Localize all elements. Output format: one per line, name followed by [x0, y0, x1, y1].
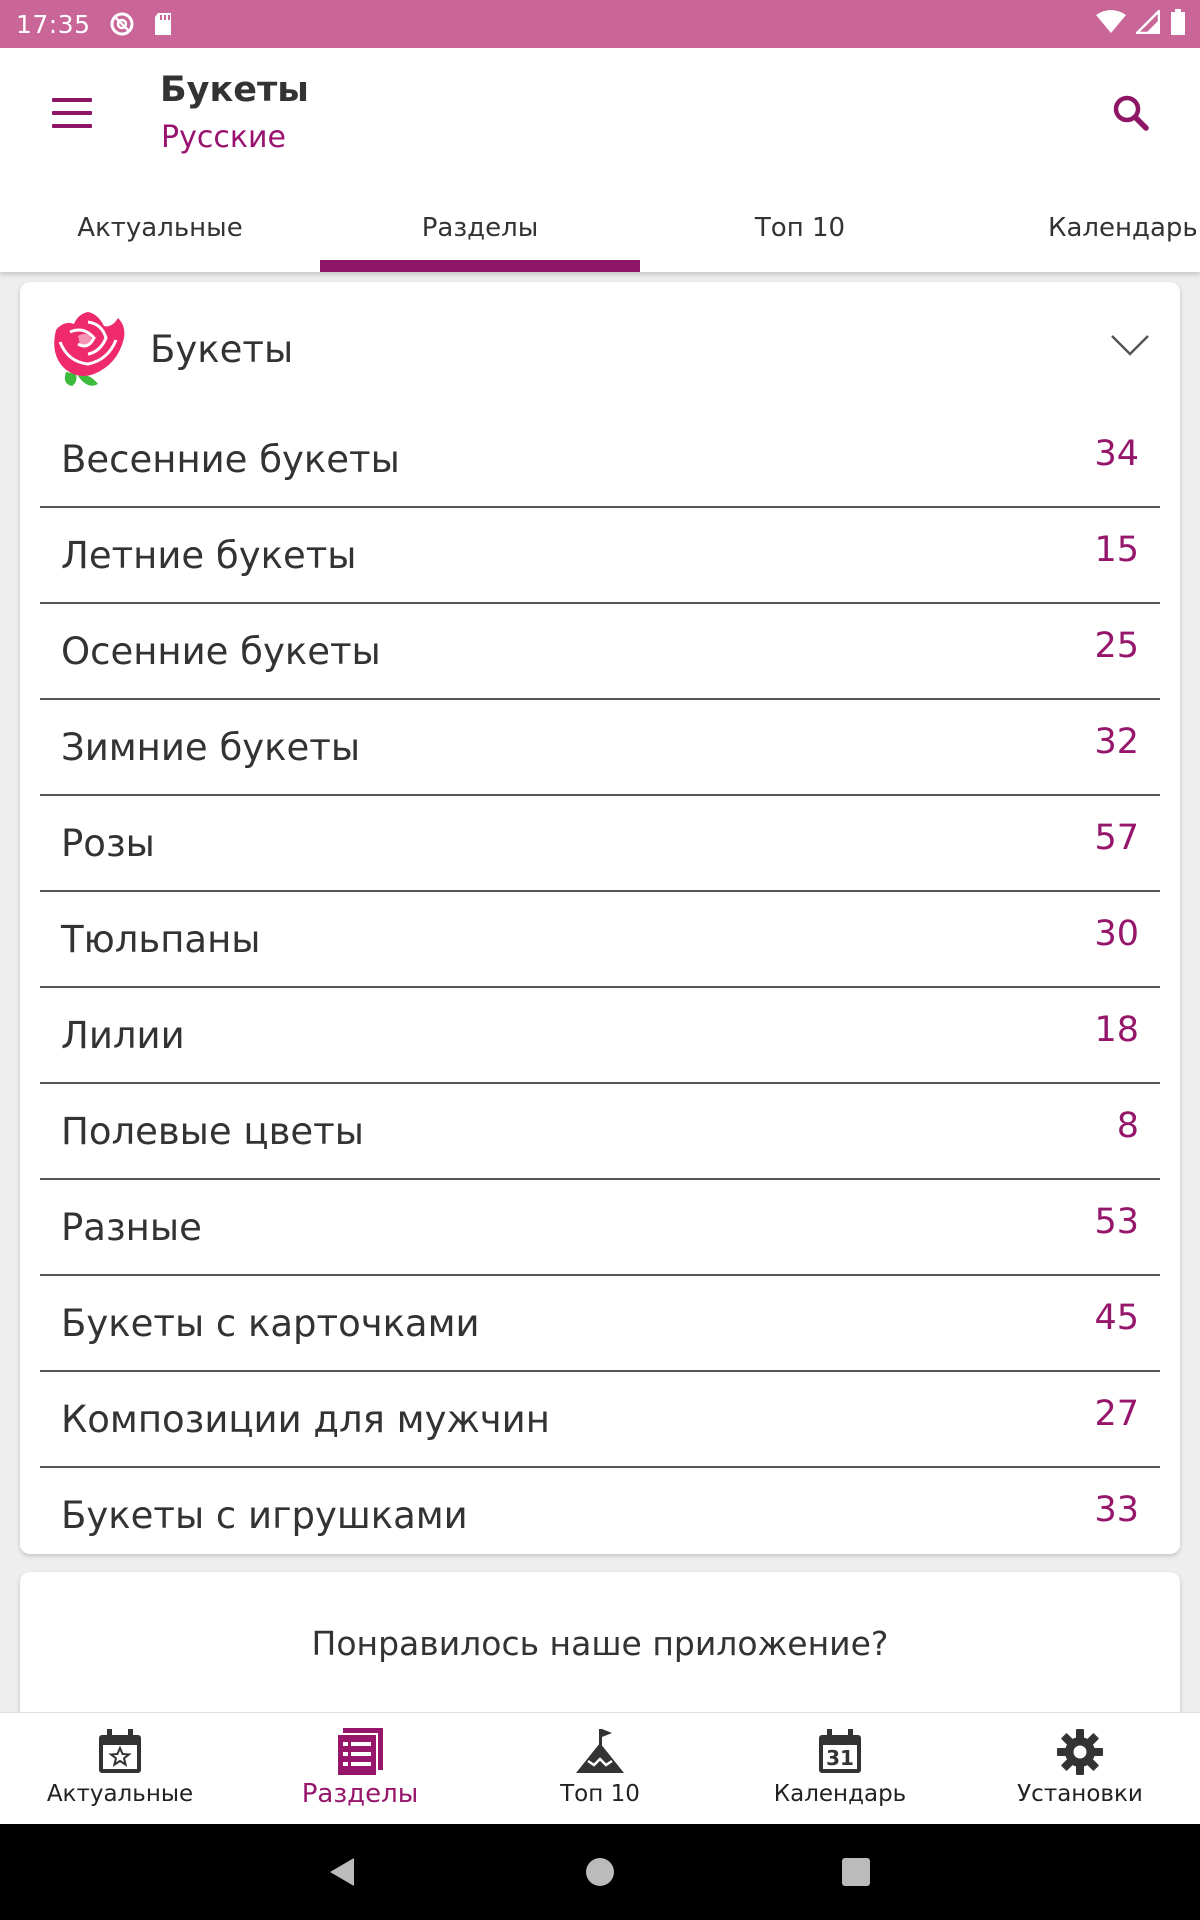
- list-item-label: Букеты с игрушками: [61, 1494, 468, 1537]
- list-item[interactable]: Букеты с игрушками 33: [40, 1468, 1160, 1562]
- list-item[interactable]: Розы 57: [40, 796, 1160, 892]
- menu-icon[interactable]: [52, 98, 92, 130]
- gear-icon: [1053, 1727, 1107, 1777]
- list-item[interactable]: Полевые цветы 8: [40, 1084, 1160, 1180]
- list-item[interactable]: Тюльпаны 30: [40, 892, 1160, 988]
- section-header[interactable]: Букеты: [20, 282, 1180, 412]
- recents-icon[interactable]: [832, 1848, 880, 1896]
- chevron-down-icon[interactable]: [1110, 332, 1150, 360]
- page-title: Букеты: [160, 70, 309, 110]
- tab-sections[interactable]: Разделы: [421, 213, 539, 243]
- list-item-label: Розы: [61, 822, 155, 865]
- list-item-label: Композиции для мужчин: [61, 1398, 550, 1441]
- list-item-label: Разные: [61, 1206, 202, 1249]
- list-item-count: 18: [1094, 1010, 1139, 1050]
- bottom-nav-label: Установки: [1017, 1781, 1143, 1807]
- calendar-star-icon: [93, 1727, 147, 1777]
- list-item[interactable]: Весенние букеты 34: [40, 412, 1160, 508]
- bottom-nav-label: Календарь: [773, 1781, 907, 1807]
- app-bar: Букеты Русские: [0, 48, 1200, 184]
- list-item[interactable]: Осенние букеты 25: [40, 604, 1160, 700]
- bottom-nav-actual[interactable]: Актуальные: [0, 1713, 240, 1825]
- bottom-nav-label: Топ 10: [560, 1781, 640, 1807]
- list-item-label: Полевые цветы: [61, 1110, 364, 1153]
- list-item[interactable]: Разные 53: [40, 1180, 1160, 1276]
- battery-icon: [1170, 9, 1186, 39]
- section-card: Букеты Весенние букеты 34 Летние букеты 15…: [20, 282, 1180, 1554]
- bottom-nav-top10[interactable]: Топ 10: [480, 1713, 720, 1825]
- rose-icon: [48, 310, 130, 392]
- cell-signal-icon: [1133, 7, 1161, 38]
- list-item-count: 15: [1094, 530, 1139, 570]
- list-item-label: Тюльпаны: [61, 918, 261, 961]
- bottom-nav-calendar[interactable]: 31 Календарь: [720, 1713, 960, 1825]
- active-tab-indicator: [320, 260, 640, 272]
- status-time: 17:35: [16, 9, 91, 39]
- list-item-count: 33: [1094, 1490, 1139, 1530]
- tab-bar: Актуальные Разделы Топ 10 Календарь: [0, 184, 1200, 272]
- bottom-nav-sections[interactable]: Разделы: [240, 1713, 480, 1825]
- page-subtitle: Русские: [161, 120, 286, 155]
- list-item-count: 27: [1094, 1394, 1139, 1434]
- list-item-label: Осенние букеты: [61, 630, 381, 673]
- bottom-nav-label: Разделы: [301, 1779, 419, 1809]
- section-title: Букеты: [150, 328, 294, 371]
- system-nav-bar: [0, 1824, 1200, 1920]
- tab-actual[interactable]: Актуальные: [77, 213, 243, 243]
- list-item[interactable]: Композиции для мужчин 27: [40, 1372, 1160, 1468]
- list-item-count: 32: [1094, 722, 1139, 762]
- back-icon[interactable]: [318, 1848, 366, 1896]
- list-item[interactable]: Лилии 18: [40, 988, 1160, 1084]
- list-icon: [333, 1727, 387, 1777]
- calendar-31-icon: 31: [813, 1727, 867, 1777]
- bottom-nav-label: Актуальные: [46, 1781, 194, 1807]
- list-item[interactable]: Зимние букеты 32: [40, 700, 1160, 796]
- list-item-count: 45: [1094, 1298, 1139, 1338]
- sd-card-icon: [153, 12, 173, 36]
- list-item-label: Зимние букеты: [61, 726, 361, 769]
- bottom-nav-settings[interactable]: Установки: [960, 1713, 1200, 1825]
- list-item-count: 57: [1094, 818, 1139, 858]
- search-icon[interactable]: [1108, 90, 1156, 138]
- list-item-count: 8: [1116, 1106, 1139, 1146]
- status-bar: 17:35: [0, 0, 1200, 48]
- list-item-count: 34: [1094, 434, 1139, 474]
- rate-app-question: Понравилось наше приложение?: [311, 1624, 889, 1663]
- bottom-nav: Актуальные Разделы Топ 10 31 Календарь У…: [0, 1712, 1200, 1825]
- list-item-label: Букеты с карточками: [61, 1302, 480, 1345]
- home-icon[interactable]: [576, 1848, 624, 1896]
- wifi-icon: [1096, 10, 1126, 38]
- list-item[interactable]: Летние букеты 15: [40, 508, 1160, 604]
- tab-calendar[interactable]: Календарь: [1048, 213, 1198, 243]
- list-item[interactable]: Букеты с карточками 45: [40, 1276, 1160, 1372]
- list-item-label: Летние букеты: [61, 534, 357, 577]
- list-item-count: 25: [1094, 626, 1139, 666]
- section-list: Весенние букеты 34 Летние букеты 15 Осенни…: [40, 412, 1160, 1562]
- list-item-count: 30: [1094, 914, 1139, 954]
- at-sign-icon: [109, 11, 135, 37]
- list-item-label: Лилии: [61, 1014, 185, 1057]
- list-item-count: 53: [1094, 1202, 1139, 1242]
- calendar-day-number: 31: [826, 1746, 854, 1770]
- tab-top10[interactable]: Топ 10: [754, 213, 846, 243]
- mountain-flag-icon: [573, 1727, 627, 1777]
- list-item-label: Весенние букеты: [61, 438, 400, 481]
